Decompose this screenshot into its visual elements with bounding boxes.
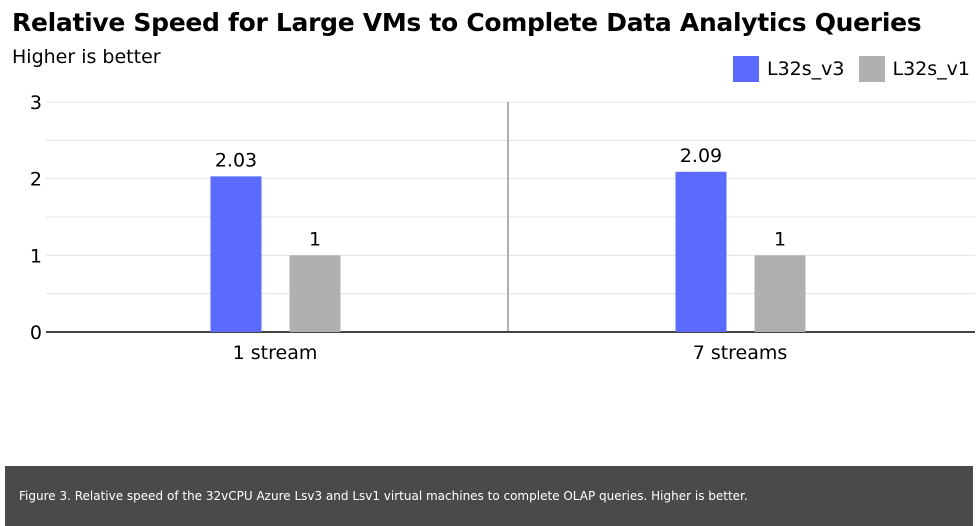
y-tick-label: 2	[30, 169, 42, 191]
x-tick-label: 7 streams	[693, 342, 788, 364]
data-label: 2.09	[680, 145, 722, 167]
bar-l32s-v3-1	[210, 176, 262, 332]
y-tick-label: 3	[30, 92, 42, 114]
bar-l32s-v1-2	[754, 255, 806, 332]
figure-caption: Figure 3. Relative speed of the 32vCPU A…	[19, 489, 748, 503]
legend-swatch-l32s-v3	[733, 56, 759, 82]
data-label: 1	[774, 228, 786, 250]
data-label: 1	[309, 228, 321, 250]
legend-swatch-l32s-v1	[858, 56, 885, 82]
bar-chart: 0 1 2 3 2.03 1 1 stream 2.09 1 7 streams	[30, 92, 975, 364]
legend: L32s_v3 L32s_v1	[733, 56, 970, 82]
chart-title: Relative Speed for Large VMs to Complete…	[12, 8, 922, 37]
chart-subtitle: Higher is better	[12, 46, 161, 68]
legend-item-l32s-v3: L32s_v3	[733, 56, 845, 82]
bar-l32s-v3-2	[675, 171, 727, 332]
legend-label-l32s-v3: L32s_v3	[767, 58, 845, 80]
legend-label-l32s-v1: L32s_v1	[892, 58, 971, 80]
y-tick-label: 1	[30, 245, 42, 267]
legend-item-l32s-v1: L32s_v1	[858, 56, 971, 82]
y-tick-label: 0	[30, 322, 42, 344]
x-tick-label: 1 stream	[233, 342, 318, 364]
data-label: 2.03	[215, 149, 257, 171]
caption-bar: Figure 3. Relative speed of the 32vCPU A…	[5, 466, 973, 526]
bar-l32s-v1-1	[289, 255, 341, 332]
